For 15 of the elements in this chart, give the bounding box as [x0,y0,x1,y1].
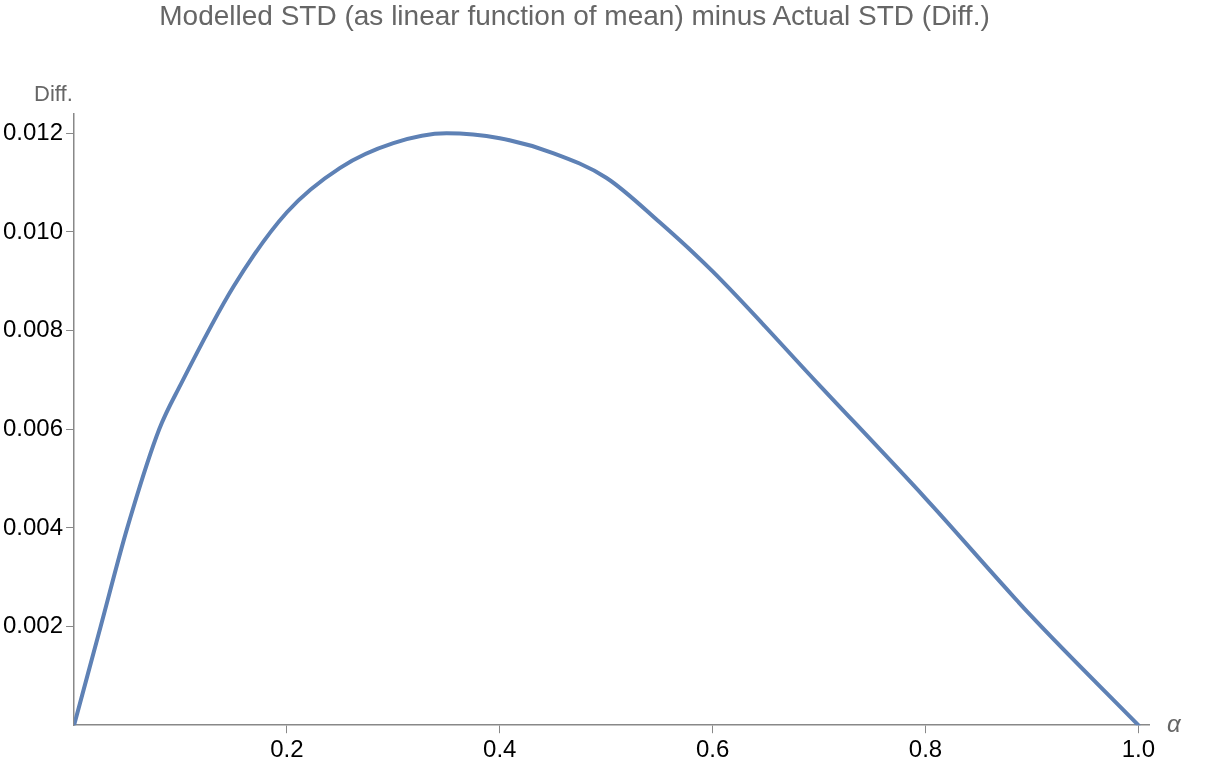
y-axis-title: Diff. [34,80,73,106]
y-tick-label: 0.002 [3,611,64,639]
y-tick-label: 0.010 [3,216,64,244]
y-tick-label: 0.008 [3,315,64,343]
y-tick-label: 0.012 [3,117,64,145]
x-tick-label: 0.2 [270,735,304,763]
x-tick-label: 1.0 [1121,735,1156,763]
y-tick-label: 0.004 [3,512,64,540]
line-series [74,131,1141,726]
x-tick-label: 0.6 [695,735,730,763]
y-tick-label: 0.006 [3,413,64,441]
x-tick-label: 0.8 [908,735,943,763]
x-axis-title: α [1167,709,1182,737]
chart-title: Modelled STD (as linear function of mean) minus Actual STD (Diff.) [159,0,990,31]
x-tick-label: 0.4 [483,735,517,763]
